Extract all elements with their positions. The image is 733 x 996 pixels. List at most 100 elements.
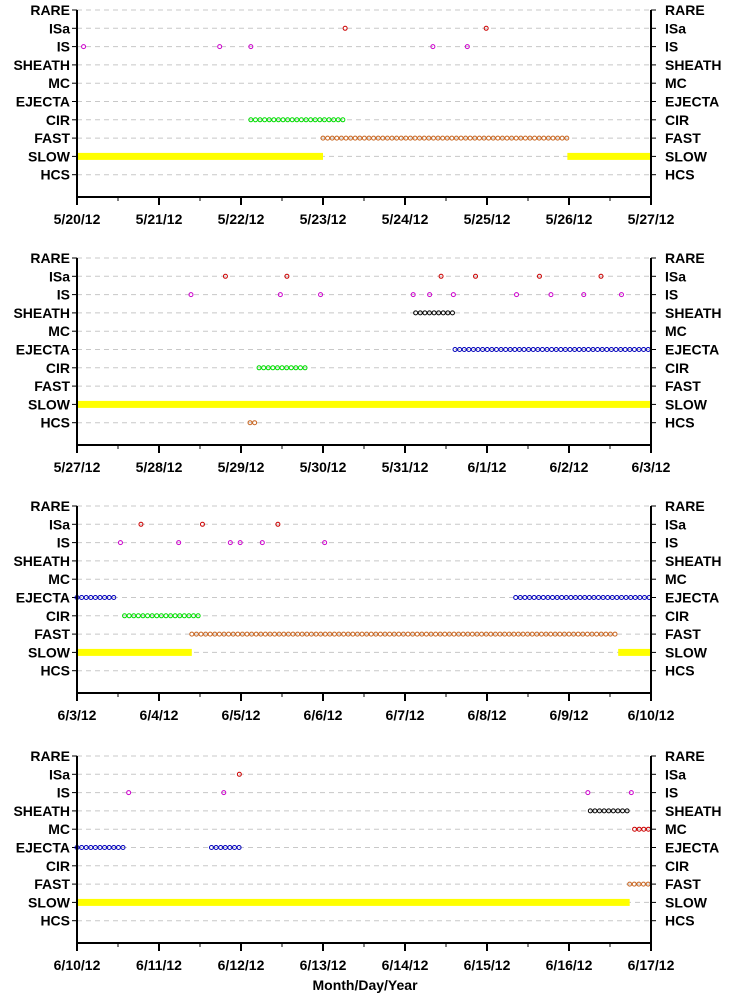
x-tick-label: 5/23/12 (300, 211, 347, 227)
series-point-fast (295, 631, 301, 637)
series-point-fast (463, 135, 469, 141)
series-point-fast (325, 135, 331, 141)
series-point-fast (515, 631, 521, 637)
series-point-fast (320, 135, 326, 141)
series-point-fast (249, 631, 255, 637)
series-point-fast (584, 631, 590, 637)
series-point-ejecta (642, 595, 647, 600)
series-point-is (237, 540, 243, 546)
series-point-isa (138, 521, 144, 527)
series-point-fast (499, 135, 505, 141)
series-point-cir (252, 117, 258, 123)
series-point-fast (334, 135, 340, 141)
series-point-fast (357, 135, 363, 141)
series-point-ejecta (92, 595, 98, 600)
series-point-fast (486, 135, 492, 141)
series-point-fast (469, 631, 475, 637)
series-point-fast (368, 631, 374, 637)
series-point-fast (426, 135, 432, 141)
series-point-fast (203, 631, 209, 637)
series-point-ejecta (475, 347, 481, 352)
series-point-fast (410, 631, 416, 637)
y-tick-label-right: MC (665, 75, 687, 91)
y-tick-label-left: CIR (46, 360, 70, 376)
y-tick-label-left: EJECTA (16, 840, 70, 856)
series-point-cir (140, 613, 146, 619)
series-point-ejecta (79, 845, 85, 850)
series-point-ejecta (512, 347, 518, 352)
series-point-ejecta (106, 845, 112, 850)
series-point-fast (341, 631, 347, 637)
series-point-is (410, 292, 416, 298)
y-tick-label-right: EJECTA (665, 590, 719, 606)
series-point-ejecta (572, 347, 578, 352)
series-point-ejecta (222, 845, 228, 850)
y-tick-label-right: ISa (665, 268, 686, 284)
y-tick-label-right: SHEATH (665, 553, 722, 569)
series-point-isa (342, 25, 348, 31)
series-point-sheath (610, 808, 616, 814)
series-point-fast (377, 631, 383, 637)
y-tick-label-right: RARE (665, 748, 705, 764)
y-tick-label-left: SLOW (28, 148, 71, 164)
series-point-ejecta (568, 595, 574, 600)
y-tick-label-right: ISa (665, 20, 686, 36)
series-point-fast (451, 631, 457, 637)
x-tick-label: 5/22/12 (218, 211, 265, 227)
series-point-fast (417, 135, 423, 141)
series-point-fast (423, 631, 429, 637)
x-tick-label: 6/16/12 (546, 957, 593, 973)
series-point-ejecta (628, 595, 634, 600)
series-point-fast (396, 631, 402, 637)
series-point-fast (509, 135, 515, 141)
series-point-fast (433, 631, 439, 637)
series-point-is (117, 540, 123, 546)
series-point-is (126, 790, 132, 796)
series-point-ejecta (576, 347, 582, 352)
series-point-fast (495, 135, 501, 141)
y-tick-label-left: CIR (46, 112, 70, 128)
series-point-fast (285, 631, 291, 637)
y-tick-label-left: MC (48, 821, 70, 837)
series-point-ejecta (83, 595, 89, 600)
series-point-cir (279, 365, 285, 371)
series-point-fast (518, 135, 524, 141)
series-point-cir (285, 117, 291, 123)
series-point-fast (479, 631, 485, 637)
series-point-fast (267, 631, 273, 637)
series-point-ejecta (493, 347, 499, 352)
series-point-is (259, 540, 265, 546)
series-point-is (277, 292, 283, 298)
series-point-cir (289, 117, 295, 123)
series-point-ejecta (88, 595, 94, 600)
series-point-ejecta (536, 595, 542, 600)
y-tick-label-left: SLOW (28, 396, 71, 412)
y-tick-label-right: SLOW (665, 894, 708, 910)
series-point-isa (275, 521, 281, 527)
series-point-is (514, 292, 520, 298)
series-point-fast (361, 135, 367, 141)
series-point-fast (371, 135, 377, 141)
series-point-fast (520, 631, 526, 637)
series-point-fast (481, 135, 487, 141)
series-point-ejecta (567, 347, 573, 352)
y-tick-label-right: CIR (665, 858, 689, 874)
y-tick-label-right: IS (665, 785, 678, 801)
series-point-is (430, 44, 436, 50)
x-tick-label: 5/25/12 (464, 211, 511, 227)
y-tick-label-right: SLOW (665, 148, 708, 164)
series-point-fast (492, 631, 498, 637)
y-tick-label-left: RARE (30, 748, 70, 764)
series-point-ejecta (637, 595, 643, 600)
series-point-isa (284, 273, 290, 279)
series-point-ejecta (527, 595, 532, 600)
series-point-fast (612, 631, 618, 637)
series-point-fast (345, 631, 351, 637)
y-tick-label-right: EJECTA (665, 94, 719, 110)
series-point-fast (387, 631, 393, 637)
x-tick-label: 5/26/12 (546, 211, 593, 227)
series-point-ejecta (106, 595, 112, 600)
y-tick-label-right: MC (665, 821, 687, 837)
series-point-cir (302, 365, 308, 371)
series-point-fast (308, 631, 314, 637)
